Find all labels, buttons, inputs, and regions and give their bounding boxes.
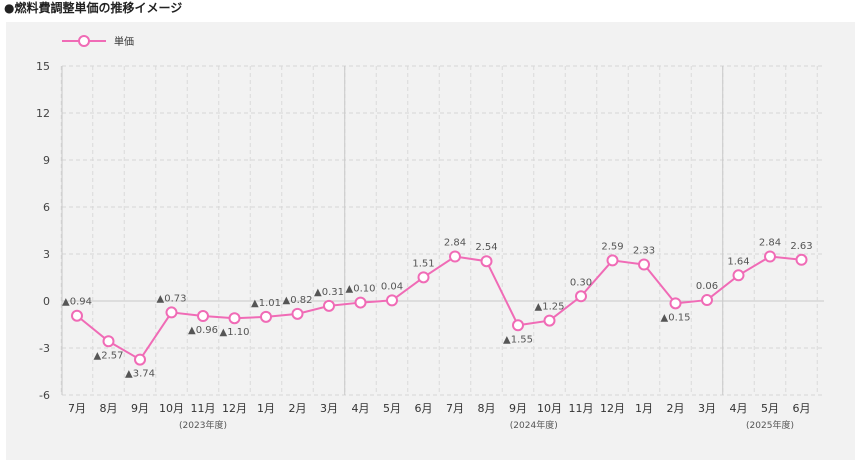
y-tick-label: 15 (36, 60, 50, 73)
x-tick-label: 2月 (289, 402, 307, 415)
data-point (386, 294, 398, 307)
data-label: 2.33 (633, 245, 655, 256)
data-point (512, 319, 524, 332)
y-tick-label: 9 (43, 154, 50, 167)
y-tick-label: 6 (43, 201, 50, 214)
data-label: ▲0.15 (661, 312, 691, 323)
data-point (228, 312, 241, 325)
data-label: ▲1.55 (503, 334, 533, 345)
data-label: 0.30 (570, 277, 592, 288)
x-tick-label: 5月 (761, 402, 779, 415)
x-tick-label: 7月 (446, 402, 464, 415)
x-tick-label: 4月 (730, 402, 748, 415)
data-point (638, 258, 650, 271)
data-label: 0.04 (381, 281, 403, 292)
data-label: ▲0.96 (188, 325, 218, 336)
x-tick-label: 11月 (191, 402, 216, 415)
data-label: 1.64 (727, 256, 749, 267)
x-tick-label: 4月 (352, 402, 370, 415)
data-label: ▲0.10 (346, 284, 376, 295)
x-tick-label: 8月 (100, 402, 118, 415)
y-tick-label: 0 (43, 295, 50, 308)
y-tick-label: -6 (39, 389, 50, 402)
data-point (480, 255, 493, 268)
data-label: ▲1.01 (251, 298, 281, 309)
x-tick-label: 10月 (537, 402, 562, 415)
x-tick-label: 7月 (68, 402, 86, 415)
x-tick-label: 1月 (257, 402, 275, 415)
x-tick-label: 9月 (509, 402, 527, 415)
data-label: 2.84 (444, 238, 466, 249)
data-label: 2.59 (601, 241, 623, 252)
x-tick-label: 12月 (222, 402, 247, 415)
data-point (165, 306, 178, 319)
fiscal-year-label: (2025年度) (746, 419, 794, 431)
data-point (260, 310, 272, 323)
data-label: 2.84 (759, 238, 781, 249)
chart-panel (6, 22, 855, 460)
data-point (197, 310, 209, 323)
data-point (701, 294, 713, 307)
data-label: 2.54 (475, 242, 497, 253)
x-tick-label: 6月 (415, 402, 433, 415)
data-point (669, 297, 682, 310)
data-point (732, 269, 745, 282)
x-tick-label: 5月 (383, 402, 401, 415)
x-tick-label: 10月 (159, 402, 184, 415)
fiscal-year-label: (2024年度) (510, 419, 558, 431)
data-point (543, 314, 556, 327)
x-tick-label: 3月 (320, 402, 338, 415)
x-tick-label: 9月 (131, 402, 149, 415)
data-point (795, 253, 808, 266)
y-tick-label: 12 (36, 107, 50, 120)
data-label: ▲1.10 (220, 327, 250, 338)
x-tick-label: 3月 (698, 402, 716, 415)
x-tick-label: 2月 (667, 402, 685, 415)
y-tick-label: -3 (39, 342, 50, 355)
data-point (71, 309, 83, 322)
data-label: ▲0.73 (157, 293, 187, 304)
legend-marker (78, 35, 90, 47)
data-label: 1.51 (412, 258, 434, 269)
x-tick-label: 1月 (635, 402, 653, 415)
data-point (449, 250, 461, 263)
data-point (417, 271, 430, 284)
data-label: 2.63 (790, 241, 812, 252)
data-point (606, 254, 619, 267)
data-point (764, 250, 776, 263)
legend-label: 単価 (114, 35, 134, 48)
data-point (102, 335, 115, 348)
chart-heading: ●燃料費調整単価の推移イメージ (4, 1, 183, 15)
fiscal-year-label: (2023年度) (179, 419, 227, 431)
data-label: ▲1.25 (535, 302, 565, 313)
x-tick-label: 12月 (600, 402, 625, 415)
data-point (323, 299, 335, 312)
data-label: ▲2.57 (94, 350, 124, 361)
x-tick-label: 8月 (478, 402, 496, 415)
x-tick-label: 6月 (793, 402, 811, 415)
data-point (575, 290, 587, 303)
data-point (134, 353, 146, 366)
data-label: ▲0.82 (283, 295, 313, 306)
data-label: 0.06 (696, 281, 718, 292)
data-label: ▲0.31 (314, 287, 344, 298)
data-label: ▲0.94 (62, 297, 92, 308)
data-point (354, 296, 367, 309)
data-label: ▲3.74 (125, 369, 155, 380)
y-tick-label: 3 (43, 248, 50, 261)
x-tick-label: 11月 (569, 402, 594, 415)
data-point (291, 307, 304, 320)
